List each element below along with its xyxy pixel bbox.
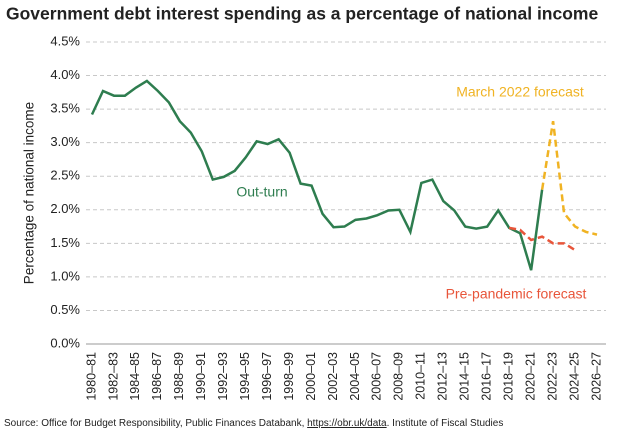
y-tick-label: 0.5% [50, 302, 80, 317]
x-tick-label: 2018–19 [501, 352, 515, 401]
x-tick-label: 2006–07 [370, 352, 384, 401]
y-axis-label: Percentage of national income [22, 102, 37, 284]
x-tick-label: 2026–27 [589, 352, 603, 401]
series-label: Out-turn [236, 184, 287, 200]
source-text: Source: Office for Budget Responsibility… [4, 418, 307, 429]
x-tick-label: 2004–05 [348, 352, 362, 401]
x-tick-label: 2002–03 [326, 352, 340, 401]
y-tick-label: 3.0% [50, 134, 80, 149]
y-tick-label: 0.0% [50, 335, 80, 350]
x-tick-label: 1984–85 [128, 352, 142, 401]
x-tick-label: 2016–17 [480, 352, 494, 401]
x-tick-label: 1986–87 [150, 352, 164, 401]
series-line [540, 120, 598, 236]
x-tick-label: 2008–09 [392, 352, 406, 401]
x-tick-label: 2014–15 [458, 352, 472, 401]
y-tick-label: 2.0% [50, 201, 80, 216]
y-tick-label: 4.0% [50, 67, 80, 82]
series-line [508, 226, 576, 252]
x-tick-label: 2000–01 [304, 352, 318, 401]
x-tick-label: 1988–89 [172, 352, 186, 401]
x-tick-label: 2012–13 [436, 352, 450, 401]
x-tick-label: 1996–97 [260, 352, 274, 401]
x-tick-label: 1992–93 [216, 352, 230, 401]
y-tick-label: 2.5% [50, 168, 80, 183]
y-tick-label: 1.5% [50, 235, 80, 250]
series-line [90, 79, 544, 271]
y-tick-label: 1.0% [50, 268, 80, 283]
y-tick-label: 4.5% [50, 33, 80, 48]
x-tick-label: 1982–83 [106, 352, 120, 401]
x-tick-label: 2020–21 [523, 352, 537, 401]
y-tick-label: 3.5% [50, 101, 80, 116]
series-label: March 2022 forecast [456, 84, 584, 100]
x-tick-label: 2022–23 [545, 352, 559, 401]
x-tick-label: 2024–25 [567, 352, 581, 401]
x-tick-label: 1980–81 [84, 352, 98, 401]
source-text: . Institute of Fiscal Studies [387, 418, 504, 429]
x-tick-label: 1994–95 [238, 352, 252, 401]
x-tick-label: 1998–99 [282, 352, 296, 401]
x-tick-label: 2010–11 [414, 352, 428, 400]
source-link[interactable]: https://obr.uk/data [307, 418, 387, 429]
series-label: Pre-pandemic forecast [446, 286, 587, 302]
source: Source: Office for Budget Responsibility… [4, 418, 503, 429]
x-tick-label: 1990–91 [194, 352, 208, 401]
chart-title: Government debt interest spending as a p… [6, 4, 598, 24]
